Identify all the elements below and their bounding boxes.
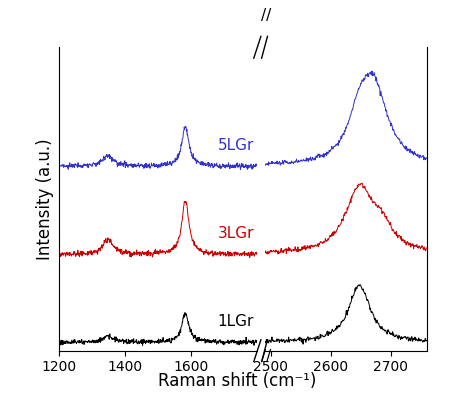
Text: 5LGr: 5LGr [218,138,254,153]
Text: 1LGr: 1LGr [218,314,254,329]
Text: //: // [261,8,272,23]
Text: Raman shift (cm⁻¹): Raman shift (cm⁻¹) [158,372,316,390]
Text: //: // [261,349,272,364]
Y-axis label: Intensity (a.u.): Intensity (a.u.) [36,138,54,260]
Text: 3LGr: 3LGr [218,226,254,241]
